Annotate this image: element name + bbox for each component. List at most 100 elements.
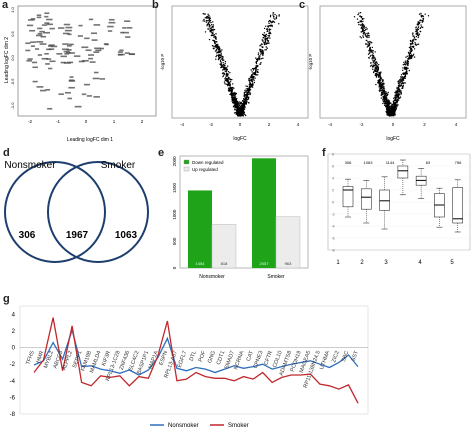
- mds-sample-label: [93, 96, 100, 98]
- volcano-point: [225, 83, 227, 86]
- volcano-point: [261, 43, 263, 46]
- volcano-point: [400, 92, 402, 94]
- volcano-point: [261, 49, 264, 51]
- volcano-point: [404, 77, 406, 79]
- volcano-point: [249, 79, 251, 82]
- volcano-point: [364, 29, 366, 32]
- volcano-point: [372, 62, 374, 64]
- volcano-point: [274, 18, 276, 20]
- volcano-point: [379, 80, 381, 83]
- volcano-point: [214, 42, 216, 45]
- volcano-point: [362, 35, 364, 37]
- volcano-point: [400, 83, 402, 85]
- mds-sample-label: [25, 42, 31, 45]
- volcano-point: [256, 60, 258, 62]
- volcano-point: [378, 78, 381, 81]
- volcano-point: [273, 17, 275, 19]
- volcano-point: [409, 39, 412, 42]
- volcano-point: [267, 34, 269, 37]
- volcano-point: [233, 91, 235, 94]
- volcano-point: [369, 50, 371, 52]
- volcano-point: [244, 99, 246, 101]
- volcano-point: [266, 38, 268, 40]
- line-gene-label: ESPN: [159, 350, 170, 366]
- volcano-point: [398, 83, 401, 85]
- volcano-point: [383, 88, 386, 90]
- bar-category-label: Smoker: [267, 274, 285, 280]
- volcano-point: [383, 100, 385, 102]
- volcano-point: [238, 107, 241, 109]
- volcano-point: [384, 97, 386, 99]
- volcano-point: [421, 15, 423, 17]
- volcano-c-x-label: logFC: [386, 136, 400, 142]
- volcano-point: [379, 76, 382, 79]
- volcano-point: [383, 92, 385, 94]
- volcano-point: [393, 100, 396, 102]
- volcano-point: [422, 26, 424, 29]
- panel-letter-e: e: [158, 147, 165, 159]
- volcano-point: [402, 72, 405, 75]
- volcano-point: [387, 100, 389, 102]
- mds-sample-label: [60, 55, 67, 58]
- volcano-point: [377, 66, 379, 68]
- volcano-point: [394, 91, 396, 94]
- volcano-point: [366, 46, 368, 48]
- volcano-point: [229, 81, 232, 83]
- volcano-point: [209, 17, 211, 20]
- volcano-point: [265, 49, 267, 51]
- mds-sample-label: [99, 47, 105, 50]
- mds-sample-label: [87, 54, 94, 56]
- mds-sample-label: [93, 51, 100, 53]
- volcano-point: [263, 32, 266, 34]
- volcano-point: [225, 71, 228, 73]
- volcano-point: [399, 90, 401, 93]
- line-gene-label: CDT1: [216, 350, 227, 366]
- volcano-point: [260, 48, 262, 51]
- volcano-x-tick: -2: [359, 122, 363, 127]
- volcano-point: [255, 70, 257, 72]
- volcano-point: [210, 24, 213, 26]
- mds-sample-label: [67, 61, 74, 64]
- volcano-point: [230, 87, 232, 89]
- mds-sample-label: [62, 48, 69, 51]
- volcano-point: [247, 93, 249, 96]
- volcano-point: [360, 37, 362, 39]
- volcano-point: [380, 71, 382, 73]
- volcano-point: [209, 31, 211, 33]
- volcano-point: [228, 89, 230, 91]
- volcano-point: [221, 58, 224, 60]
- line-y-tick: -4: [10, 379, 16, 385]
- volcano-point: [251, 84, 253, 87]
- line-gene-label: CAT: [246, 350, 255, 363]
- panel-letter-b: b: [152, 0, 159, 11]
- box-y-tick: -4: [331, 225, 334, 229]
- volcano-point: [417, 28, 419, 30]
- volcano-point: [379, 74, 381, 76]
- box-count-label: 306: [345, 160, 352, 165]
- volcano-point: [215, 44, 217, 46]
- mds-sample-label: [26, 59, 32, 62]
- mds-sample-label: [46, 18, 53, 21]
- volcano-point: [264, 38, 266, 40]
- volcano-point: [359, 24, 362, 26]
- volcano-point: [376, 68, 379, 71]
- volcano-point: [393, 105, 395, 108]
- volcano-point: [238, 104, 241, 107]
- mds-sample-label: [62, 43, 69, 45]
- volcano-point: [225, 78, 228, 80]
- volcano-point: [261, 46, 264, 48]
- volcano-point: [210, 29, 212, 32]
- mds-sample-label: [120, 31, 125, 34]
- bar-chart: 0 500 1000 1500 2000 1454 818 Nonsmoker 2057 963 S…: [172, 155, 309, 280]
- volcano-point: [204, 20, 206, 22]
- line-gene-label: CPNE3: [253, 350, 265, 369]
- volcano-point: [405, 67, 407, 69]
- volcano-point: [209, 16, 211, 18]
- volcano-point: [374, 58, 377, 61]
- volcano-point: [382, 95, 384, 98]
- mds-y-tick: 0.0: [10, 54, 15, 60]
- volcano-point: [377, 68, 380, 70]
- mds-x-tick: -2: [28, 119, 32, 124]
- volcano-point: [366, 39, 368, 42]
- line-gene-label: DTL: [189, 350, 198, 362]
